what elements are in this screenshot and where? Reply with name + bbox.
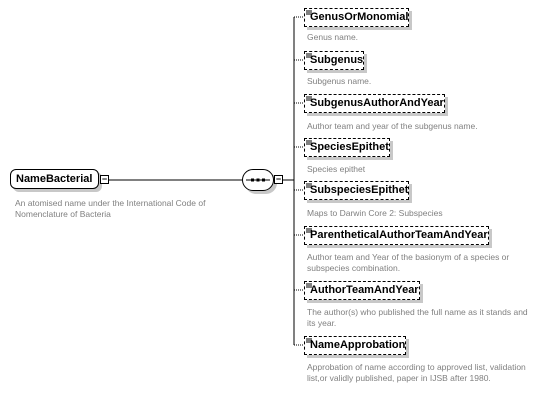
element-subgenus-author-and-year[interactable]: SubgenusAuthorAndYear <box>304 94 445 113</box>
element-description: Author team and year of the subgenus nam… <box>307 121 478 131</box>
element-type-icon <box>306 183 312 188</box>
root-element-description: An atomised name under the International… <box>15 198 206 219</box>
element-name: SubspeciesEpithet <box>310 184 409 196</box>
element-type-icon <box>306 140 312 145</box>
element-name: GenusOrMonomial <box>310 11 409 23</box>
element-name: SpeciesEpithet <box>310 141 389 153</box>
element-genus-or-monomial[interactable]: GenusOrMonomial <box>304 8 410 27</box>
element-species-epithet[interactable]: SpeciesEpithet <box>304 138 390 157</box>
sequence-collapse-icon[interactable]: − <box>274 174 283 184</box>
element-description: Maps to Darwin Core 2: Subspecies <box>307 208 443 218</box>
element-name: SubgenusAuthorAndYear <box>310 97 444 109</box>
root-element-name: NameBacterial <box>16 173 93 185</box>
element-description: Genus name. <box>307 32 359 42</box>
element-description: Subgenus name. <box>307 76 372 86</box>
element-type-icon <box>306 10 312 15</box>
root-element-box[interactable]: NameBacterial <box>10 169 99 189</box>
element-name: ParentheticalAuthorTeamAndYear <box>310 229 488 241</box>
sequence-icon <box>246 178 270 182</box>
element-name: Subgenus <box>310 54 364 66</box>
element-author-team-and-year[interactable]: AuthorTeamAndYear <box>304 281 420 300</box>
element-name-approbation[interactable]: NameApprobation <box>304 336 407 355</box>
element-type-icon <box>306 283 312 288</box>
element-subspecies-epithet[interactable]: SubspeciesEpithet <box>304 181 410 200</box>
element-type-icon <box>306 338 312 343</box>
element-type-icon <box>306 96 312 101</box>
element-description: The author(s) who published the full nam… <box>307 307 528 328</box>
element-type-icon <box>306 228 312 233</box>
sequence-compositor[interactable] <box>242 169 274 191</box>
element-parenthetical-author-team-and-year[interactable]: ParentheticalAuthorTeamAndYear <box>304 226 489 245</box>
element-name: NameApprobation <box>310 339 406 351</box>
root-collapse-icon[interactable]: − <box>100 174 109 184</box>
element-name: AuthorTeamAndYear <box>310 284 419 296</box>
element-description: Species epithet <box>307 164 366 174</box>
element-subgenus[interactable]: Subgenus <box>304 51 365 70</box>
element-description: Author team and Year of the basionym of … <box>307 252 510 273</box>
element-description: Approbation of name according to approve… <box>307 362 526 383</box>
element-type-icon <box>306 53 312 58</box>
